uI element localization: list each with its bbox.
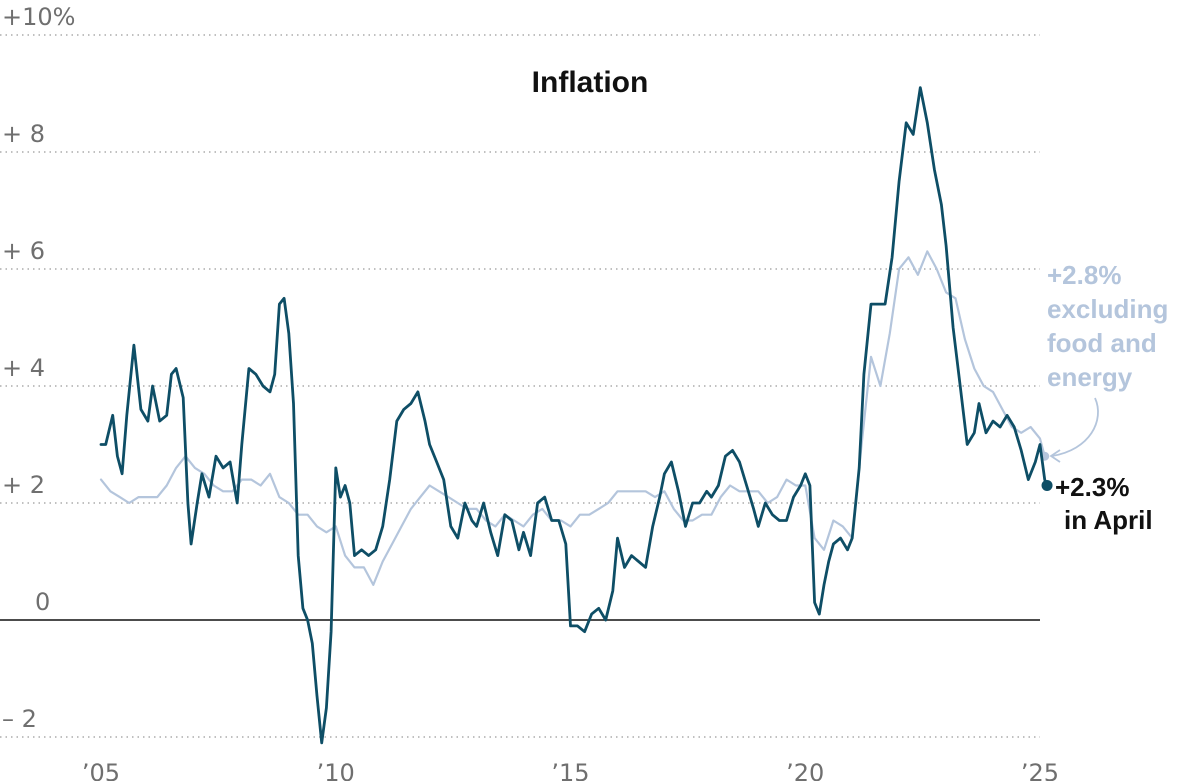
core-annotation-text: +2.8% [1047,260,1121,290]
y-tick-label: 0 [35,588,50,616]
y-tick-label: – 2 [2,705,37,733]
x-tick-label: ’10 [317,759,355,781]
x-tick-label: ’20 [786,759,824,781]
x-tick-label: ’25 [1021,759,1059,781]
y-tick-label: + 4 [2,354,45,382]
core-annotation-text: excluding [1047,294,1168,324]
annotation-arrowhead [1049,449,1061,463]
headline-annotation-text: in April [1064,505,1153,535]
annotations: +2.8% excluding food and energy +2.3%in Apri… [1047,260,1168,535]
y-tick-label: + 8 [2,120,45,148]
y-tick-label: + 2 [2,471,45,499]
x-tick-label: ’15 [551,759,589,781]
headline-annotation-value: +2.3% [1055,472,1129,502]
headline-inflation-line [99,86,1049,745]
x-tick-label: ’05 [82,759,120,781]
y-tick-label: +10% [2,3,75,31]
core-annotation-text: energy [1047,362,1133,392]
y-axis-ticks: +10% + 8 + 6 + 4 + 2 0 – 2 [2,3,75,733]
x-axis-ticks: ’05 ’10 ’15 ’20 ’25 [82,759,1059,781]
series-lines [99,86,1053,745]
core-inflation-line [99,250,1046,586]
chart-title: Inflation [532,66,649,99]
headline-end-point [1041,479,1053,491]
gridlines [0,34,1040,738]
annotation-arrow [1051,397,1099,457]
y-tick-label: + 6 [2,237,45,265]
core-annotation-text: food and [1047,328,1157,358]
